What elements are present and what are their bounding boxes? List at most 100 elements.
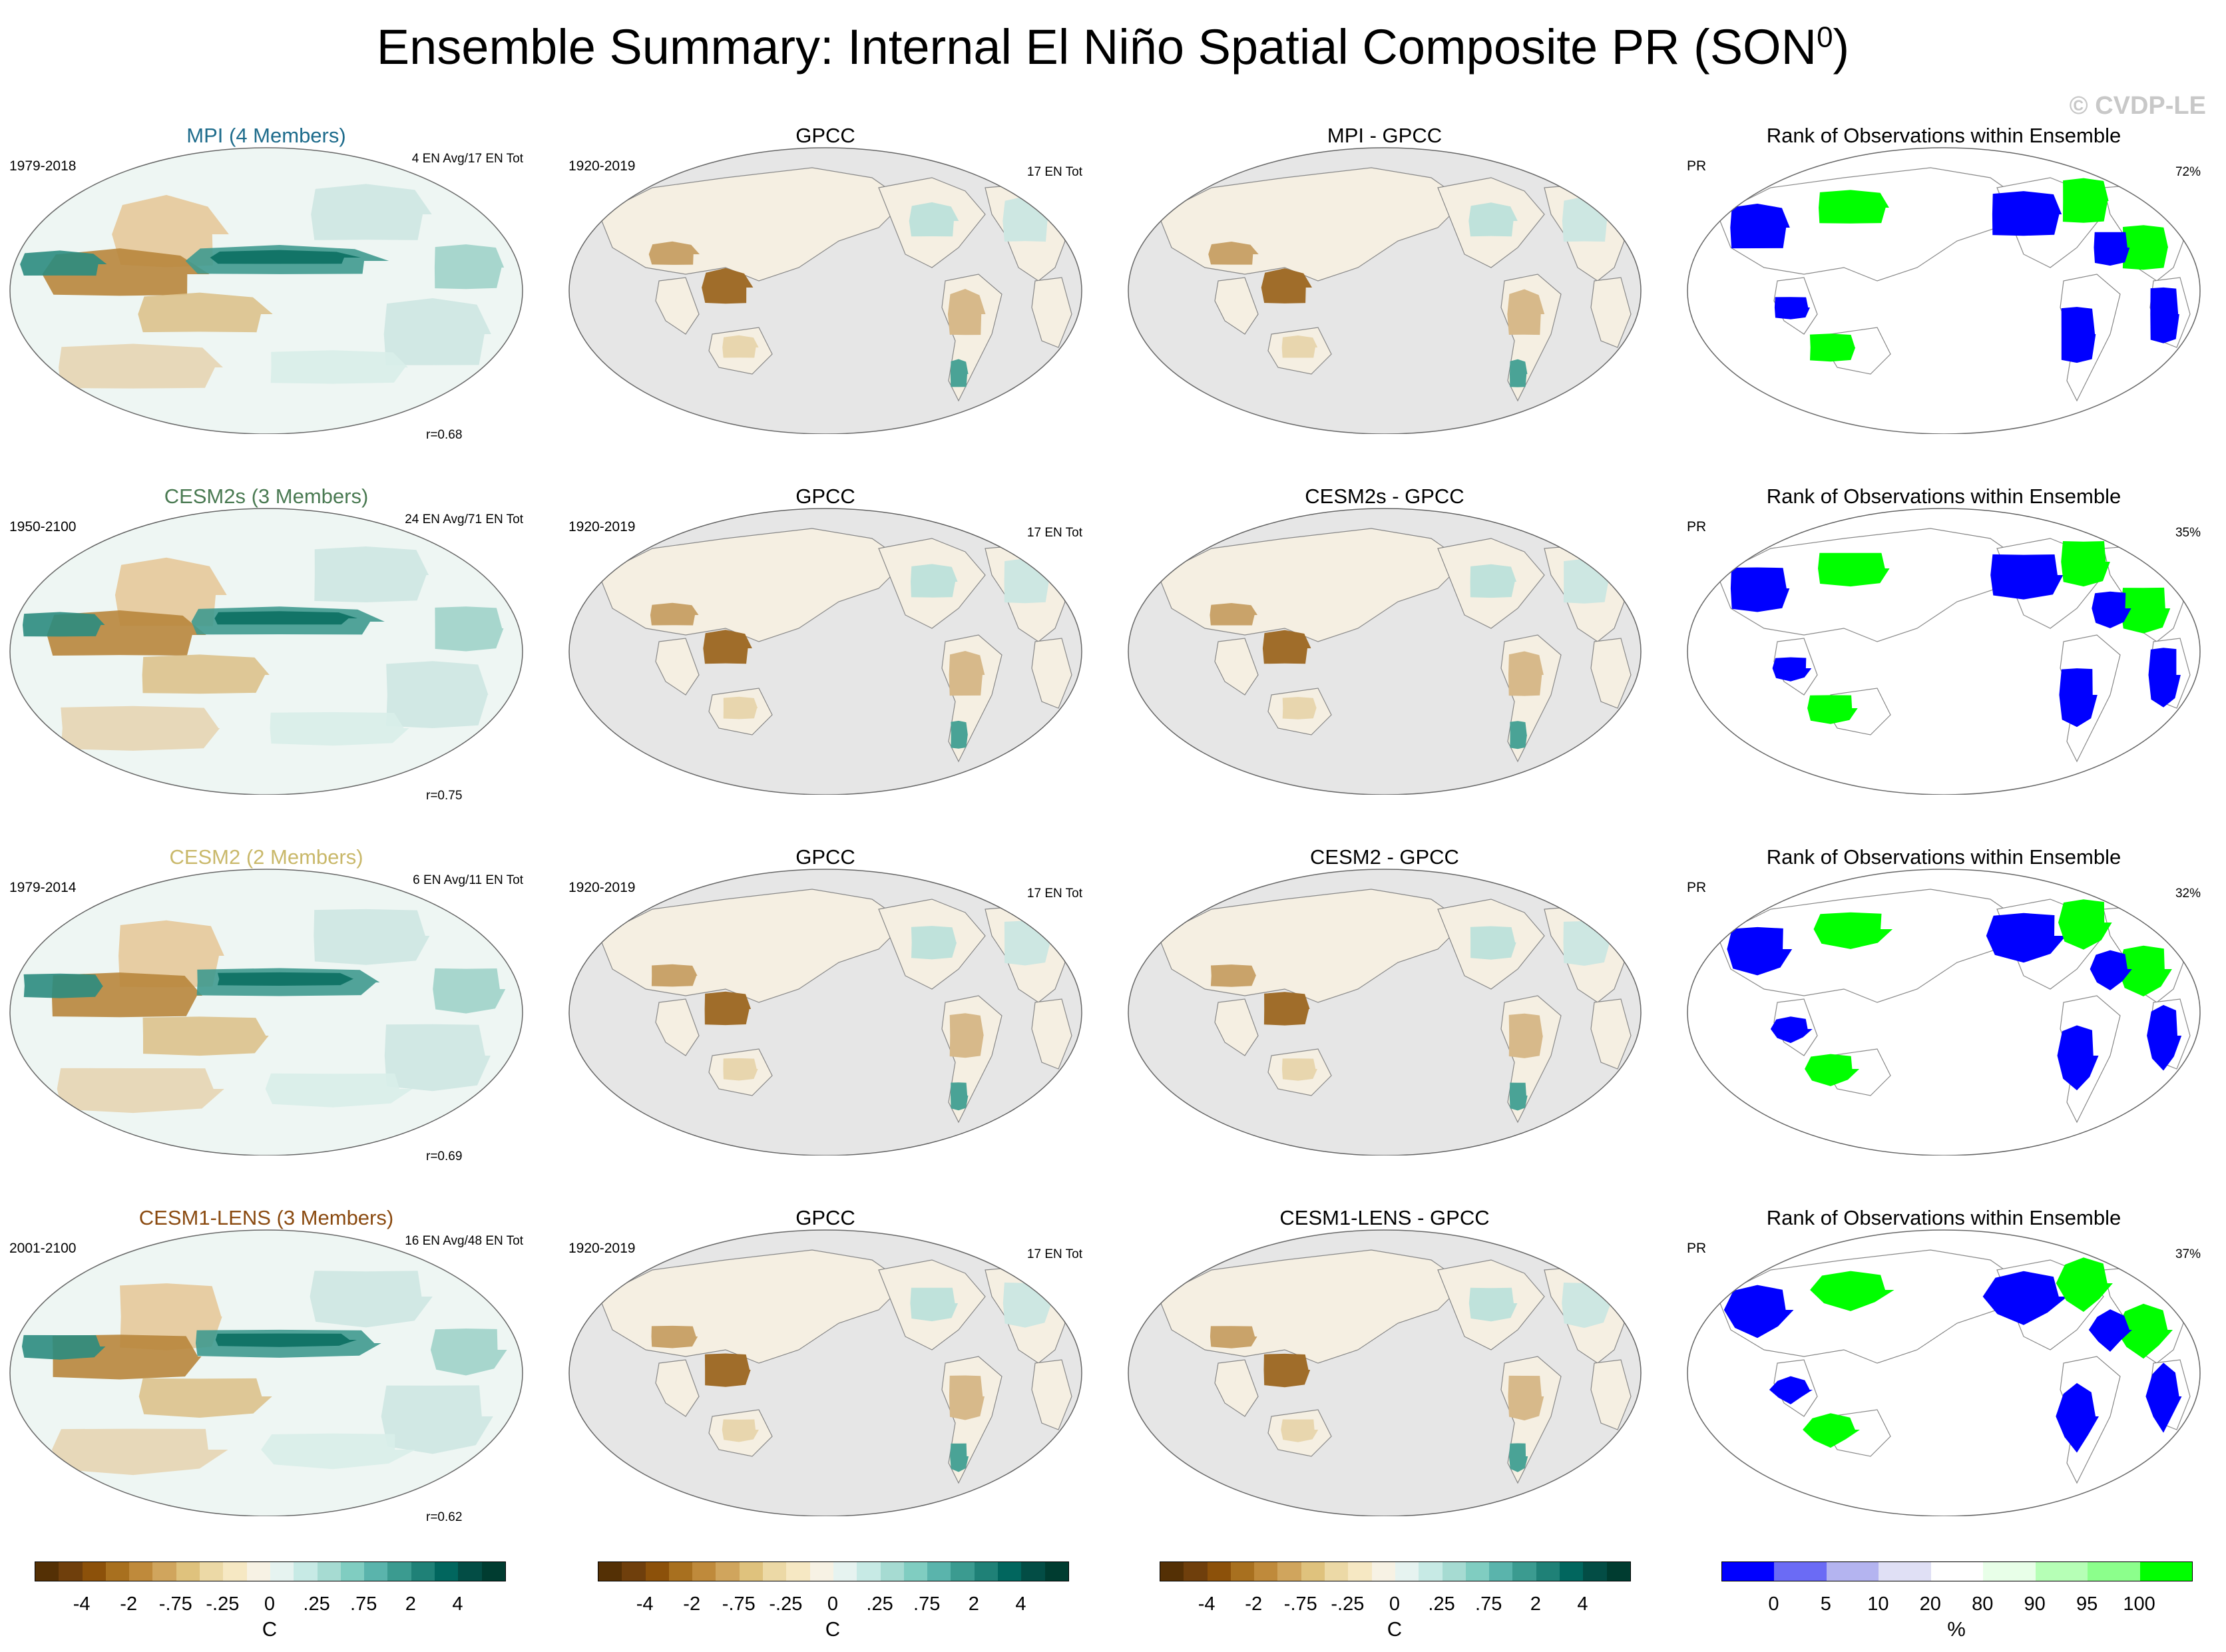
colorbar-swatch bbox=[1512, 1562, 1536, 1581]
panel-title: Rank of Observations within Ensemble bbox=[1766, 845, 2121, 869]
globe-map bbox=[1128, 869, 1642, 1155]
globe-map bbox=[1128, 508, 1642, 795]
colorbar-swatch bbox=[1021, 1562, 1045, 1581]
period-label: 1920-2019 bbox=[568, 519, 636, 534]
globe-map bbox=[1128, 147, 1642, 434]
colorbar-swatch bbox=[833, 1562, 857, 1581]
colorbar-tick-label: -.75 bbox=[158, 1593, 192, 1615]
colorbar-swatch bbox=[1489, 1562, 1513, 1581]
colorbar-swatch bbox=[668, 1562, 693, 1581]
map-panel-diff: CESM2s - GPCC bbox=[1118, 481, 1651, 795]
panel-title: GPCC bbox=[795, 124, 855, 147]
variable-label: PR bbox=[1687, 880, 1707, 895]
colorbar-unit-label: % bbox=[1947, 1617, 1966, 1641]
map-panel-obs: GPCC 1920-2019 17 EN Tot bbox=[559, 120, 1092, 434]
colorbar-tick-label: 2 bbox=[968, 1593, 979, 1615]
globe-map bbox=[1687, 508, 2201, 795]
colorbar-swatch bbox=[387, 1562, 411, 1581]
map-panel-rank: Rank of Observations within Ensemble PR 35… bbox=[1677, 481, 2210, 795]
map-panel-rank: Rank of Observations within Ensemble PR 37… bbox=[1677, 1202, 2210, 1516]
map-panel-model: CESM2s (3 Members) 1950-2100 24 EN Avg/71 … bbox=[0, 481, 533, 803]
map-panel-model: MPI (4 Members) 1979-2018 4 EN Avg/17 EN T… bbox=[0, 120, 533, 442]
colorbar-tick-label: 80 bbox=[1972, 1593, 1994, 1615]
colorbar-swatch bbox=[598, 1562, 622, 1581]
colorbar-tick-label: -4 bbox=[73, 1593, 91, 1615]
period-label: 1920-2019 bbox=[568, 1241, 636, 1256]
colorbar-swatch bbox=[340, 1562, 365, 1581]
panel-title: GPCC bbox=[795, 845, 855, 869]
globe-map bbox=[9, 147, 523, 434]
colorbar-swatch bbox=[1254, 1562, 1278, 1581]
colorbar-swatch bbox=[1879, 1562, 1931, 1581]
colorbar-swatch bbox=[317, 1562, 341, 1581]
colorbar-swatch bbox=[1465, 1562, 1490, 1581]
globe-map bbox=[568, 508, 1082, 795]
colorbar-swatch bbox=[951, 1562, 975, 1581]
map-panel-obs: GPCC 1920-2019 17 EN Tot bbox=[559, 841, 1092, 1155]
period-label: 1950-2100 bbox=[9, 519, 77, 534]
variable-label: PR bbox=[1687, 519, 1707, 534]
globe-map bbox=[9, 869, 523, 1155]
colorbar-swatch bbox=[2139, 1562, 2192, 1581]
colorbar-swatch bbox=[1044, 1562, 1068, 1581]
colorbar-swatch bbox=[1184, 1562, 1208, 1581]
event-count-label: 17 EN Tot bbox=[1026, 1247, 1082, 1261]
rank-percent-label: 37% bbox=[2175, 1247, 2201, 1261]
colorbar-unit-label: C bbox=[1387, 1617, 1403, 1641]
panel-title: Rank of Observations within Ensemble bbox=[1766, 124, 2121, 147]
colorbar-tick-label: -.25 bbox=[1331, 1593, 1365, 1615]
colorbar-tick-label: .25 bbox=[866, 1593, 893, 1615]
event-count-label: 17 EN Tot bbox=[1026, 526, 1082, 540]
colorbar-tick-label: .75 bbox=[350, 1593, 377, 1615]
panel-title: GPCC bbox=[795, 1206, 855, 1229]
globe-map bbox=[568, 869, 1082, 1155]
panel-title: MPI - GPCC bbox=[1327, 124, 1443, 147]
colorbar-swatch bbox=[1277, 1562, 1301, 1581]
colorbar-tick-label: 4 bbox=[452, 1593, 463, 1615]
colorbar-swatch bbox=[1722, 1562, 1775, 1581]
colorbar-tick-label: 0 bbox=[264, 1593, 276, 1615]
map-panel-obs: GPCC 1920-2019 17 EN Tot bbox=[559, 1202, 1092, 1516]
variable-label: PR bbox=[1687, 158, 1707, 174]
colorbar-swatch bbox=[927, 1562, 951, 1581]
colorbar-swatch bbox=[763, 1562, 787, 1581]
colorbar-tick-label: -2 bbox=[1245, 1593, 1263, 1615]
colorbar-swatch bbox=[246, 1562, 270, 1581]
colorbar-swatch bbox=[82, 1562, 106, 1581]
colorbar-swatch bbox=[1419, 1562, 1443, 1581]
event-count-label: 17 EN Tot bbox=[1026, 165, 1082, 179]
colorbar-swatch bbox=[716, 1562, 740, 1581]
colorbar-swatch bbox=[622, 1562, 646, 1581]
globe-map bbox=[568, 147, 1082, 434]
colorbar-tick-label: 2 bbox=[1530, 1593, 1541, 1615]
colorbar-swatch bbox=[1983, 1562, 2036, 1581]
colorbar-swatch bbox=[2035, 1562, 2088, 1581]
colorbar-tick-label: 100 bbox=[2123, 1593, 2155, 1615]
colorbar-swatch bbox=[903, 1562, 928, 1581]
colorbar-tick-label: 90 bbox=[2024, 1593, 2046, 1615]
watermark: © CVDP-LE bbox=[2069, 92, 2206, 120]
panel-title: CESM2s - GPCC bbox=[1305, 485, 1464, 508]
colorbar-tick-label: -.25 bbox=[206, 1593, 240, 1615]
colorbar-tick-label: 5 bbox=[1820, 1593, 1831, 1615]
colorbar-swatch bbox=[59, 1562, 83, 1581]
colorbar-swatch bbox=[1826, 1562, 1879, 1581]
colorbar-tick-label: -.75 bbox=[1283, 1593, 1317, 1615]
event-count-label: 16 EN Avg/48 EN Tot bbox=[405, 1234, 523, 1248]
colorbar-tick-label: .25 bbox=[303, 1593, 330, 1615]
page-title: Ensemble Summary: Internal El Niño Spati… bbox=[376, 19, 1850, 75]
colorbar-swatch bbox=[2088, 1562, 2140, 1581]
map-panel-diff: MPI - GPCC bbox=[1118, 120, 1651, 434]
colorbar-swatch bbox=[880, 1562, 904, 1581]
colorbar-tick-label: -.25 bbox=[769, 1593, 803, 1615]
correlation-label: r=0.62 bbox=[426, 1510, 463, 1524]
colorbar-swatch bbox=[200, 1562, 224, 1581]
colorbar-swatch bbox=[223, 1562, 247, 1581]
colorbar-swatch bbox=[435, 1562, 459, 1581]
colorbar-swatch bbox=[1207, 1562, 1231, 1581]
map-panel-obs: GPCC 1920-2019 17 EN Tot bbox=[559, 481, 1092, 795]
colorbar-swatch bbox=[411, 1562, 435, 1581]
correlation-label: r=0.68 bbox=[426, 428, 463, 442]
globe-map bbox=[1687, 869, 2201, 1155]
panel-title: CESM2 - GPCC bbox=[1310, 845, 1459, 869]
